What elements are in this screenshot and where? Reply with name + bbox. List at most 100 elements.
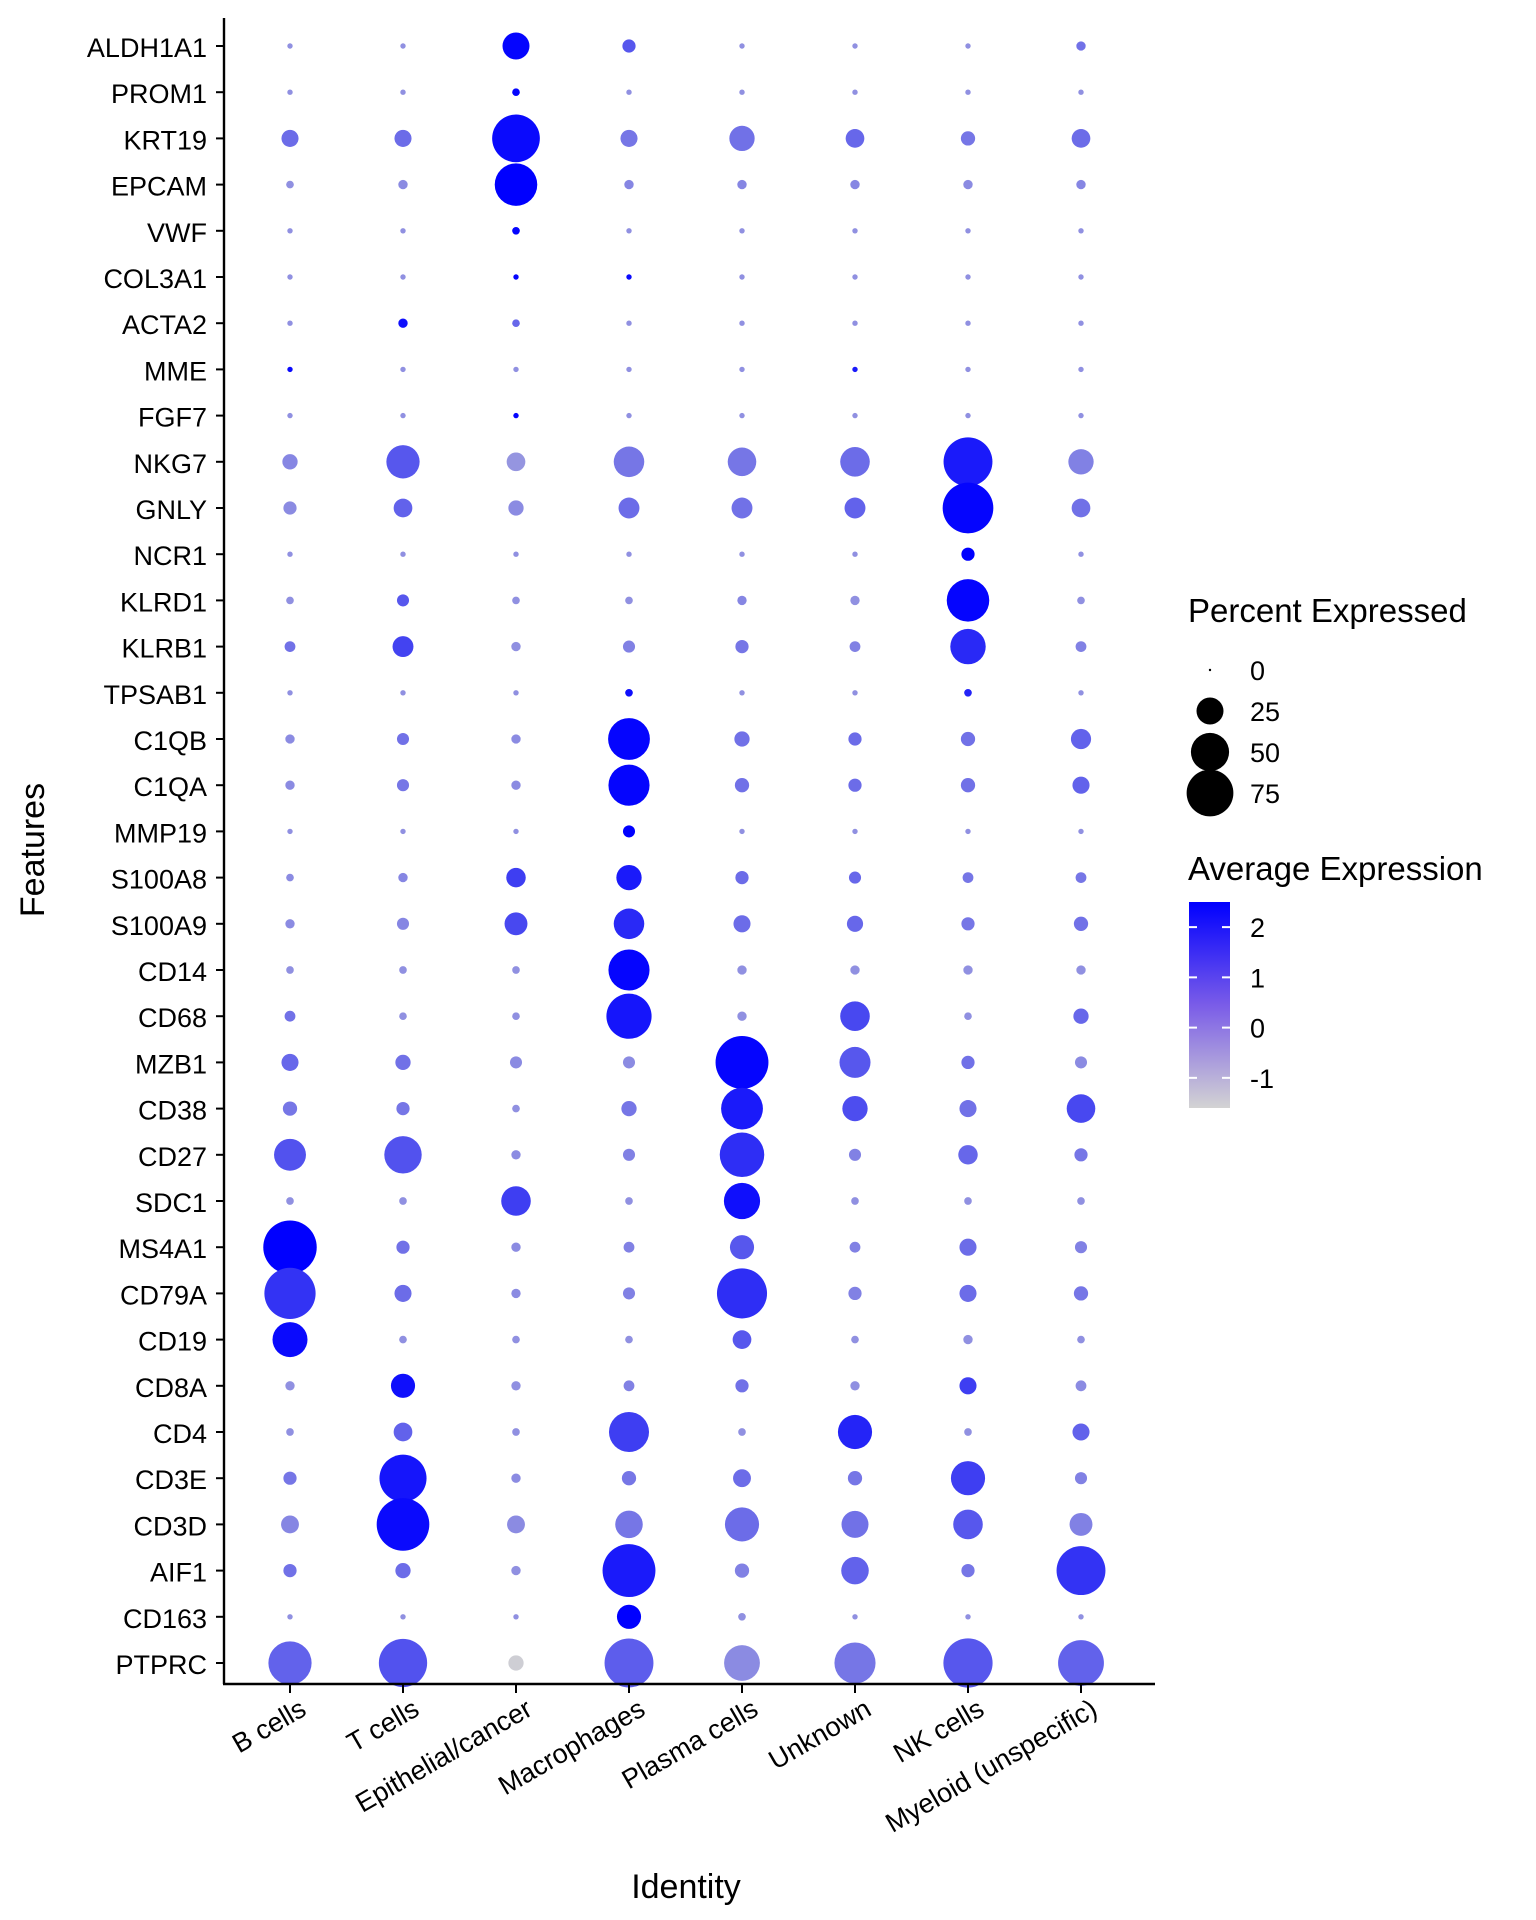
dot-point	[960, 731, 976, 747]
dot-point	[716, 1268, 768, 1319]
dot-point	[1076, 41, 1086, 51]
color-legend-title: Average Expression	[1188, 850, 1483, 887]
x-tick-label: T cells	[342, 1693, 424, 1758]
dot-point	[506, 452, 526, 472]
y-tick-label: CD19	[138, 1327, 207, 1357]
dot-point	[1078, 551, 1084, 557]
color-legend-label: 1	[1250, 963, 1265, 993]
dot-point	[286, 1428, 294, 1436]
dot-point	[965, 320, 971, 326]
dot-point	[852, 228, 858, 234]
dot-point	[715, 1035, 769, 1089]
size-legend-dot	[1196, 697, 1224, 725]
dot-point	[287, 1614, 293, 1620]
dot-point	[963, 1334, 973, 1345]
dot-point	[379, 1454, 427, 1502]
dot-point	[513, 828, 519, 835]
y-tick-label: S100A9	[111, 911, 207, 941]
y-tick-label: S100A8	[111, 865, 207, 895]
dot-point	[608, 1411, 650, 1453]
dot-point	[847, 1471, 863, 1486]
dot-point	[738, 1428, 746, 1436]
y-tick-label: NCR1	[133, 541, 207, 571]
y-tick-label: KLRB1	[121, 634, 207, 664]
dot-point	[734, 1563, 750, 1578]
dot-point	[626, 412, 632, 419]
dot-point	[512, 1428, 520, 1436]
dot-point	[286, 1197, 294, 1205]
y-tick-label: CD14	[138, 957, 207, 987]
y-tick-label: VWF	[147, 218, 207, 248]
dot-point	[618, 497, 640, 519]
dot-point	[263, 1220, 317, 1274]
dot-point	[849, 1241, 861, 1253]
dot-point	[272, 1322, 308, 1358]
dot-point	[846, 915, 864, 932]
dot-point	[1078, 690, 1084, 696]
y-tick-label: COL3A1	[103, 264, 207, 294]
dot-point	[625, 1335, 633, 1344]
dot-point	[737, 179, 747, 190]
dot-point	[268, 1641, 312, 1685]
size-legend-label: 0	[1250, 656, 1265, 686]
dot-point	[850, 179, 860, 190]
dot-point	[286, 596, 294, 605]
dot-point	[965, 366, 971, 373]
dot-point	[962, 872, 974, 883]
dot-point	[841, 1556, 869, 1585]
dot-point	[400, 690, 406, 696]
y-tick-label: GNLY	[135, 495, 207, 525]
dot-point	[623, 1380, 635, 1392]
y-tick-label: MZB1	[135, 1049, 207, 1079]
y-tick-label: ALDH1A1	[87, 33, 207, 63]
dot-point	[512, 319, 520, 328]
dot-point	[1073, 916, 1089, 931]
dot-point	[842, 1095, 868, 1122]
dot-point	[1070, 728, 1092, 750]
dot-point	[1075, 1380, 1087, 1392]
dot-point	[839, 1046, 871, 1078]
dot-point	[737, 595, 747, 606]
dot-point	[602, 1544, 656, 1598]
dot-point	[604, 1638, 654, 1688]
dot-point	[721, 1087, 763, 1130]
dot-point	[965, 89, 971, 95]
dot-point	[626, 366, 632, 373]
dot-point	[1076, 179, 1086, 190]
dot-point	[965, 43, 971, 49]
y-tick-label: MME	[144, 356, 207, 386]
dot-point	[851, 1197, 859, 1205]
dot-point	[739, 551, 745, 557]
dot-point	[511, 1150, 521, 1160]
dot-point	[950, 1461, 986, 1496]
x-tick-label: B cells	[227, 1693, 311, 1759]
dot-point	[512, 1012, 520, 1021]
dot-point	[512, 966, 520, 974]
dot-point	[396, 594, 410, 607]
dot-point	[727, 447, 757, 477]
dot-point	[396, 779, 410, 792]
dot-point	[513, 274, 519, 280]
dot-point	[739, 228, 745, 234]
size-legend-dot	[1190, 732, 1230, 772]
dot-point	[852, 274, 858, 280]
dot-point	[964, 688, 972, 697]
dot-point	[396, 917, 410, 930]
dot-point	[400, 828, 406, 835]
dot-point	[965, 828, 971, 835]
y-tick-label: C1QA	[133, 772, 207, 802]
y-axis-title: Features	[14, 783, 52, 917]
dot-point	[613, 446, 645, 478]
dot-point	[626, 551, 632, 557]
dot-point	[511, 734, 521, 744]
dot-point	[398, 318, 408, 328]
dot-point	[959, 1377, 977, 1395]
dot-point	[396, 1240, 410, 1254]
dot-point	[852, 320, 858, 326]
dot-point	[852, 551, 858, 557]
dot-point	[626, 320, 632, 326]
y-tick-label: CD3D	[133, 1511, 207, 1541]
dot-point	[285, 919, 295, 929]
y-tick-label: PROM1	[111, 79, 207, 109]
dot-point	[399, 1012, 407, 1021]
